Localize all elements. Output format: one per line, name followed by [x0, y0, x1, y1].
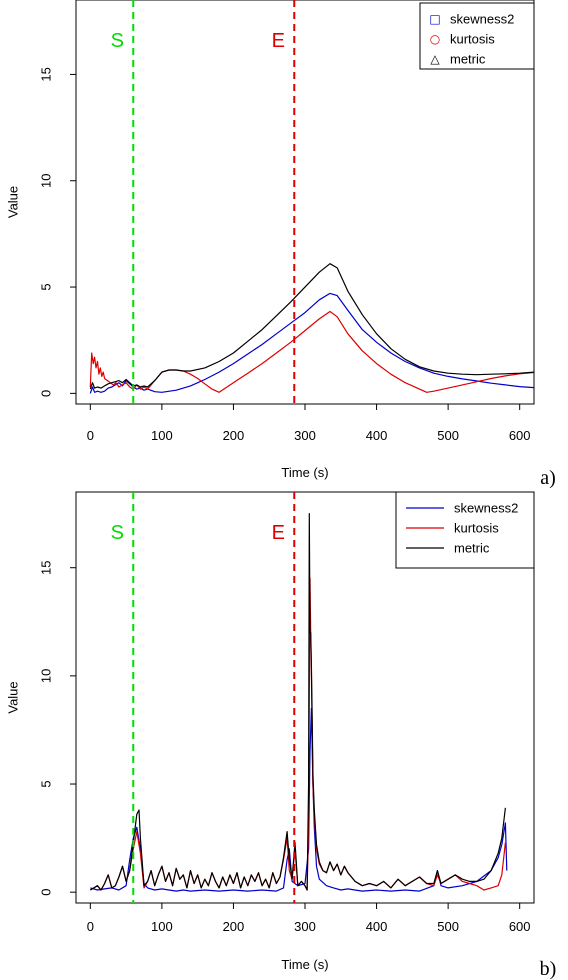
- x-tick-label: 100: [151, 919, 173, 934]
- legend-label-kurtosis: kurtosis: [450, 32, 495, 47]
- legend-box: [395, 491, 535, 569]
- y-axis-label: Value: [6, 186, 21, 218]
- y-tick-label: 0: [39, 390, 54, 397]
- series-line-metric: [89, 263, 534, 390]
- panel-label: b): [540, 958, 557, 980]
- legend: skewness2 kurtosis metric: [395, 491, 535, 569]
- series-line-skewness2: [89, 292, 534, 394]
- y-tick-label: 0: [39, 889, 54, 896]
- y-tick-label: 15: [39, 560, 54, 574]
- x-tick-label: 0: [87, 428, 94, 443]
- y-tick-label: 5: [39, 283, 54, 290]
- chart-panel-a: 0 100 200 300 400 500 600 0 5 10 15 Time (s) Value a)…: [6, 0, 556, 489]
- legend-symbol-skewness2: □: [429, 12, 440, 26]
- x-tick-label: 300: [294, 428, 316, 443]
- y-tick-label: 10: [39, 174, 54, 188]
- x-tick-label: 600: [509, 428, 531, 443]
- legend-label-metric: metric: [450, 52, 486, 67]
- y-axis-label: Value: [6, 681, 21, 713]
- legend-symbol-kurtosis: ○: [430, 32, 440, 46]
- legend-box: [419, 2, 535, 70]
- legend-label-skewness2: skewness2: [454, 501, 518, 516]
- x-tick-label: 400: [366, 919, 388, 934]
- legend-label-kurtosis: kurtosis: [454, 521, 499, 536]
- x-tick-label: 500: [437, 919, 459, 934]
- data-area: [89, 263, 534, 394]
- x-tick-label: 200: [223, 428, 245, 443]
- x-tick-label: 200: [223, 919, 245, 934]
- vline-label-E: E: [272, 522, 285, 544]
- x-tick-label: 300: [294, 919, 316, 934]
- panel-label: a): [540, 467, 556, 489]
- x-tick-label: 100: [151, 428, 173, 443]
- x-tick-label: 0: [87, 919, 94, 934]
- series-line-kurtosis: [89, 310, 534, 393]
- vline-label-S: S: [111, 522, 124, 544]
- legend-label-metric: metric: [454, 541, 490, 556]
- x-tick-label: 500: [437, 428, 459, 443]
- x-tick-label: 400: [366, 428, 388, 443]
- series-line-metric: [89, 513, 506, 891]
- x-axis-label: Time (s): [281, 957, 328, 972]
- y-tick-label: 5: [39, 780, 54, 787]
- legend: □ skewness2 ○ kurtosis △ metric: [419, 2, 535, 70]
- chart-panel-b: 0 100 200 300 400 500 600 0 5 10 15 Time (s) Value b)…: [6, 491, 557, 980]
- x-tick-label: 600: [509, 919, 531, 934]
- legend-symbol-metric: △: [430, 52, 440, 66]
- series-line-kurtosis: [89, 577, 506, 891]
- x-axis-label: Time (s): [281, 465, 328, 480]
- series-line-skewness2: [90, 707, 508, 892]
- y-tick-label: 10: [39, 669, 54, 683]
- vline-label-S: S: [111, 30, 124, 52]
- data-area: [89, 513, 508, 892]
- legend-label-skewness2: skewness2: [450, 12, 514, 27]
- vline-label-E: E: [272, 30, 285, 52]
- y-tick-label: 15: [39, 67, 54, 81]
